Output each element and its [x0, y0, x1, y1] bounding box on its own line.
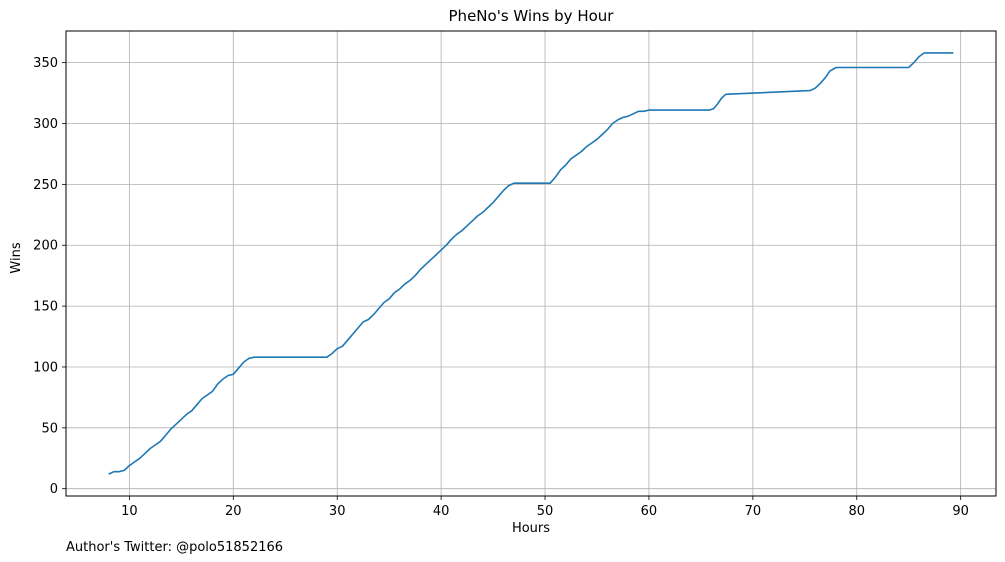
series-layer: [108, 52, 954, 475]
x-tick-label: 20: [225, 504, 242, 519]
x-tick-label: 70: [745, 504, 762, 519]
y-tick-label: 50: [41, 421, 58, 436]
x-tick-label: 60: [641, 504, 658, 519]
y-tick-label: 0: [50, 482, 58, 497]
y-tick-label: 250: [33, 178, 58, 193]
series-line-wins: [108, 52, 954, 475]
y-tick-label: 100: [33, 360, 58, 375]
x-axis-label: Hours: [512, 521, 550, 536]
plot-frame: [65, 30, 997, 497]
x-tick-label: 80: [848, 504, 865, 519]
x-axis-ticks: 10 20 30 40 50 60 70 80 90: [121, 496, 969, 519]
x-tick-label: 50: [537, 504, 554, 519]
y-tick-label: 300: [33, 117, 58, 132]
x-tick-label: 10: [121, 504, 138, 519]
y-axis-label: Wins: [9, 242, 24, 273]
y-tick-label: 350: [33, 56, 58, 71]
y-axis-ticks: 0 50 100 150 200 250 300 350: [33, 56, 66, 497]
y-tick-label: 150: [33, 300, 58, 315]
grid-lines: [66, 31, 996, 496]
y-tick-label: 200: [33, 239, 58, 254]
x-tick-label: 90: [952, 504, 969, 519]
x-tick-label: 30: [329, 504, 346, 519]
x-tick-label: 40: [433, 504, 450, 519]
author-credit: Author's Twitter: @polo51852166: [66, 540, 283, 555]
chart-title: PheNo's Wins by Hour: [449, 7, 615, 25]
